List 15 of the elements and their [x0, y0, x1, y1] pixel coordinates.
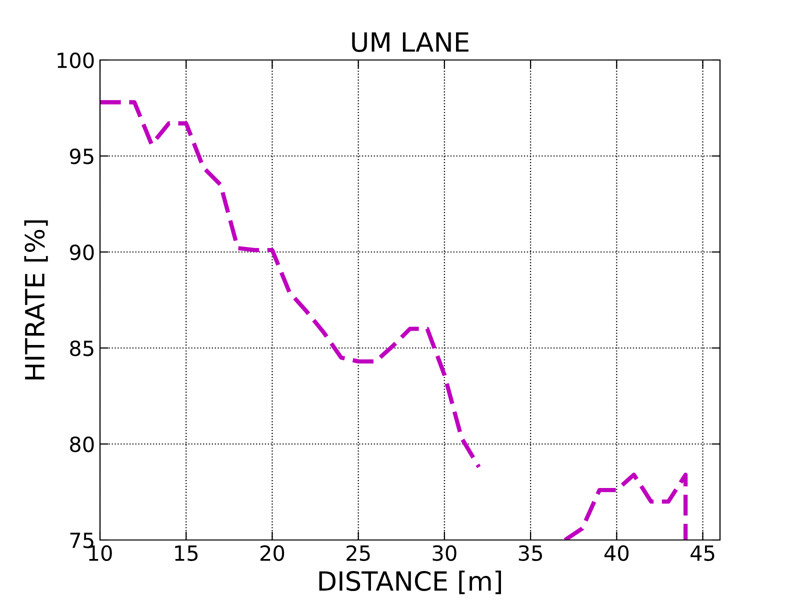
x-tick-label: 15 — [175, 546, 198, 561]
x-tick-label: 20 — [260, 545, 284, 561]
x-tick-label: 40 — [604, 545, 629, 561]
y-axis-title: HITRATE [%] — [24, 220, 48, 380]
y-tick-label: 85 — [70, 340, 94, 356]
y-tick-label: 80 — [70, 436, 94, 452]
y-tick-label: 100 — [58, 52, 94, 68]
y-tick-label: 90 — [70, 244, 94, 260]
x-axis-title: DISTANCE [m] — [319, 570, 501, 594]
x-tick-label: 45 — [690, 546, 714, 561]
x-tick-label: 25 — [346, 545, 370, 561]
x-tick-label: 30 — [432, 545, 456, 561]
x-tick-label: 35 — [518, 545, 542, 561]
chart-title: UM LANE — [352, 32, 468, 52]
y-tick-label: 95 — [70, 148, 94, 164]
